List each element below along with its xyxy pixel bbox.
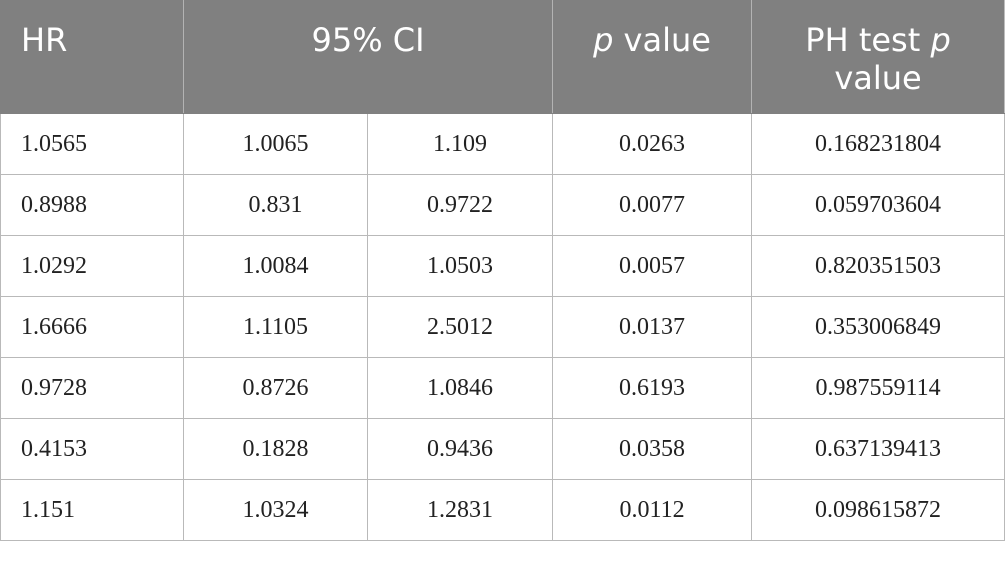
table-row: 0.9728 0.8726 1.0846 0.6193 0.987559114 xyxy=(0,357,1005,419)
cell-ci-high: 2.5012 xyxy=(366,296,554,358)
cell-hr: 0.9728 xyxy=(0,357,184,419)
cell-ci-high: 1.109 xyxy=(366,113,554,175)
table-body: 1.0565 1.0065 1.109 0.0263 0.168231804 0.8988… xyxy=(0,113,1005,541)
results-table: HR 95% CI p value PH test p value 1.0565 1… xyxy=(0,0,1005,541)
header-ci: 95% CI xyxy=(182,0,554,114)
header-p-value: p value xyxy=(552,0,753,114)
cell-ci-high: 1.0503 xyxy=(366,235,554,297)
cell-p-value: 0.0077 xyxy=(552,174,753,236)
header-ci-label: 95% CI xyxy=(311,21,425,59)
header-p-rest: value xyxy=(613,21,711,59)
cell-hr: 1.0292 xyxy=(0,235,184,297)
table-row: 0.4153 0.1828 0.9436 0.0358 0.637139413 xyxy=(0,418,1005,480)
cell-p-value: 0.0057 xyxy=(552,235,753,297)
cell-ph-test-p-value: 0.059703604 xyxy=(751,174,1005,236)
table-row: 1.151 1.0324 1.2831 0.0112 0.098615872 xyxy=(0,479,1005,541)
cell-ci-low: 1.0084 xyxy=(183,235,368,297)
cell-p-value: 0.6193 xyxy=(552,357,753,419)
table-row: 1.0565 1.0065 1.109 0.0263 0.168231804 xyxy=(0,113,1005,175)
cell-ci-low: 1.0324 xyxy=(183,479,368,541)
cell-p-value: 0.0263 xyxy=(552,113,753,175)
cell-hr: 1.6666 xyxy=(0,296,184,358)
cell-ci-high: 0.9436 xyxy=(366,418,554,480)
header-ph-italic: p xyxy=(930,21,951,59)
cell-ci-high: 1.0846 xyxy=(366,357,554,419)
cell-p-value: 0.0137 xyxy=(552,296,753,358)
cell-ph-test-p-value: 0.098615872 xyxy=(751,479,1005,541)
table-row: 1.0292 1.0084 1.0503 0.0057 0.820351503 xyxy=(0,235,1005,297)
cell-ph-test-p-value: 0.168231804 xyxy=(751,113,1005,175)
cell-hr: 1.0565 xyxy=(0,113,184,175)
cell-ph-test-p-value: 0.637139413 xyxy=(751,418,1005,480)
cell-ci-high: 1.2831 xyxy=(366,479,554,541)
cell-hr: 0.8988 xyxy=(0,174,184,236)
table-row: 0.8988 0.831 0.9722 0.0077 0.059703604 xyxy=(0,174,1005,236)
table-header: HR 95% CI p value PH test p value xyxy=(0,0,1005,114)
cell-ph-test-p-value: 0.987559114 xyxy=(751,357,1005,419)
header-ph-test: PH test p value xyxy=(751,0,1005,114)
cell-hr: 1.151 xyxy=(0,479,184,541)
cell-p-value: 0.0112 xyxy=(552,479,753,541)
cell-ph-test-p-value: 0.353006849 xyxy=(751,296,1005,358)
cell-ci-low: 1.0065 xyxy=(183,113,368,175)
cell-ci-low: 0.1828 xyxy=(183,418,368,480)
cell-ci-high: 0.9722 xyxy=(366,174,554,236)
cell-p-value: 0.0358 xyxy=(552,418,753,480)
header-ph-suffix: value xyxy=(834,59,922,97)
cell-ci-low: 0.8726 xyxy=(183,357,368,419)
header-hr-label: HR xyxy=(21,21,68,59)
cell-ci-low: 0.831 xyxy=(183,174,368,236)
header-ph-prefix: PH test xyxy=(805,21,931,59)
header-p-italic: p xyxy=(593,21,614,59)
cell-ci-low: 1.1105 xyxy=(183,296,368,358)
table-row: 1.6666 1.1105 2.5012 0.0137 0.353006849 xyxy=(0,296,1005,358)
cell-hr: 0.4153 xyxy=(0,418,184,480)
header-row: HR 95% CI p value PH test p value xyxy=(0,0,1005,114)
header-hr: HR xyxy=(0,0,184,114)
cell-ph-test-p-value: 0.820351503 xyxy=(751,235,1005,297)
